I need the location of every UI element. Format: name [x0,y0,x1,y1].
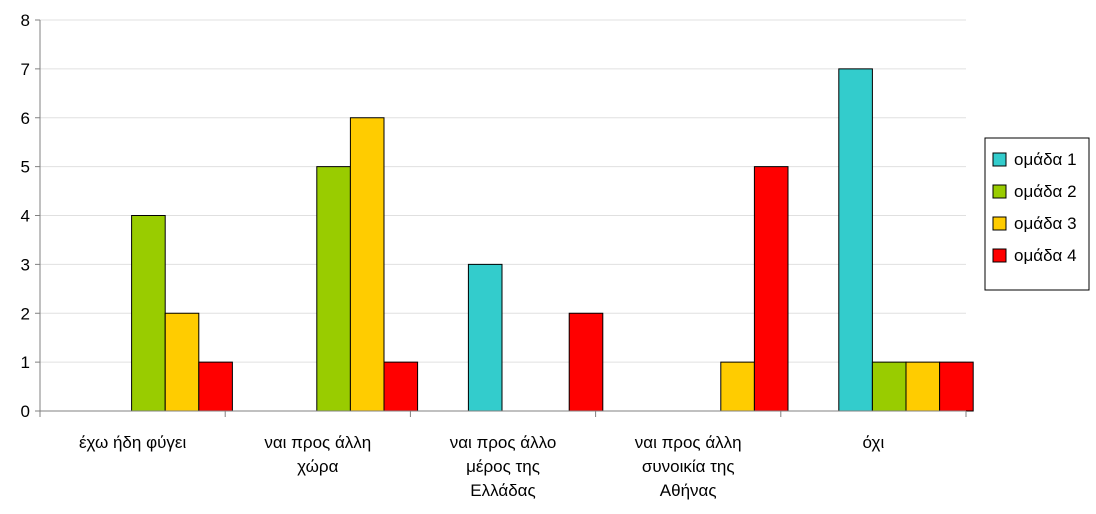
y-tick-label: 7 [21,60,30,79]
gridlines [40,19,966,363]
axes [35,19,967,417]
legend-swatch [992,152,1007,167]
y-tick-label: 4 [21,207,30,226]
y-tick-label: 6 [21,109,30,128]
category-label: έχω ήδη φύγει [79,433,187,452]
bar [316,166,351,412]
bar [720,361,755,412]
category-label: Αθήνας [660,481,717,500]
category-label: χώρα [297,457,338,476]
bar [198,361,233,412]
bar [164,312,200,412]
category-label: ναι προς άλλη [635,433,742,452]
bar [871,361,907,412]
y-tick-label: 0 [21,402,30,421]
legend-label: ομάδα 1 [1014,150,1077,169]
y-tick-label: 8 [21,11,30,30]
category-label: ναι προς άλλο [450,433,557,452]
legend-label: ομάδα 4 [1014,246,1077,265]
bars [131,68,974,412]
legend-label: ομάδα 3 [1014,214,1077,233]
category-label: ναι προς άλλη [264,433,371,452]
y-tick-labels: 0 1 2 3 4 5 6 7 8 [21,11,30,421]
y-tick-label: 2 [21,304,30,323]
legend-swatch [992,216,1007,231]
bar [838,68,873,412]
bar [568,312,604,412]
category-label: όχι [863,433,885,452]
category-label: μέρος της [466,457,540,476]
legend-swatch [992,248,1007,263]
bar [939,361,974,412]
y-tick-label: 1 [21,353,30,372]
bar [131,215,166,412]
legend-swatch [992,184,1007,199]
bar [905,361,941,412]
category-label: Ελλάδας [470,481,535,500]
legend-label: ομάδα 2 [1014,182,1077,201]
bar [349,117,385,412]
y-tick-label: 5 [21,158,30,177]
category-label: συνοικία της [642,457,735,476]
bar [467,263,503,412]
bar [753,166,789,412]
bar [383,361,419,412]
y-tick-label: 3 [21,255,30,274]
category-labels: έχω ήδη φύγει ναι προς άλλη χώρα ναι προς ά… [79,433,885,500]
legend: ομάδα 1 ομάδα 2 ομάδα 3 ομάδα 4 [984,137,1090,291]
